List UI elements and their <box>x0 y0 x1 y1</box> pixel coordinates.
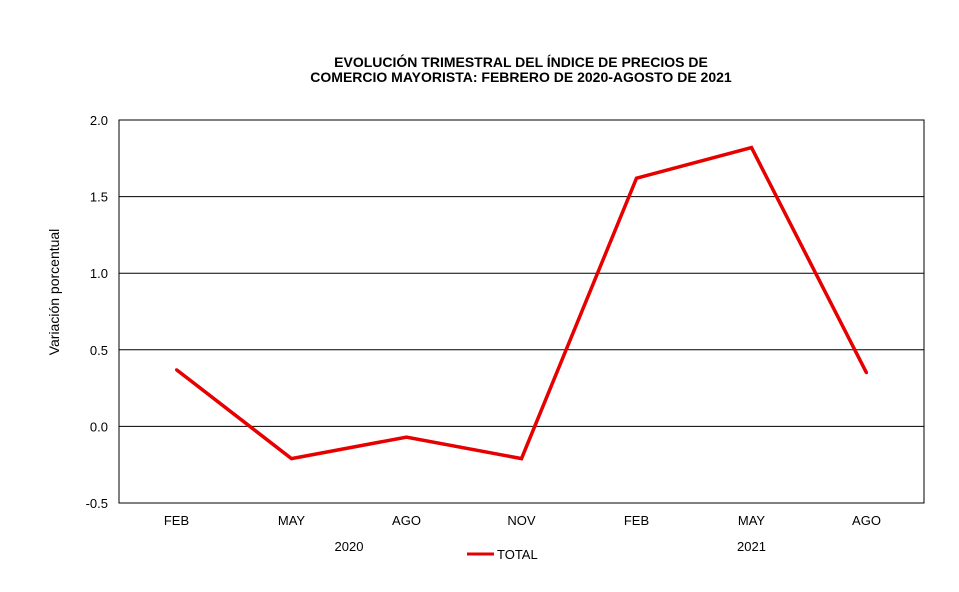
year-label: 2021 <box>737 539 766 554</box>
y-axis-label: Variación porcentual <box>46 229 62 356</box>
data-point <box>750 146 753 150</box>
series-lines <box>175 145 869 461</box>
x-tick-label: FEB <box>164 513 189 528</box>
x-axis-ticks: FEB MAY AGO NOV FEB MAY AGO <box>164 513 881 528</box>
y-tick-label: -0.5 <box>86 496 108 511</box>
x-tick-label: MAY <box>738 513 766 528</box>
x-tick-label: FEB <box>624 513 649 528</box>
y-tick-label: 0.0 <box>90 419 108 434</box>
chart-title: EVOLUCIÓN TRIMESTRAL DEL ÍNDICE DE PRECI… <box>334 53 708 70</box>
x-tick-label: AGO <box>392 513 421 528</box>
data-point <box>865 371 868 375</box>
chart-subtitle: COMERCIO MAYORISTA: FEBRERO DE 2020-AGOS… <box>310 69 732 85</box>
series-line-total <box>175 145 869 461</box>
year-label: 2020 <box>335 539 364 554</box>
plot-area <box>118 119 925 504</box>
data-point <box>175 368 178 372</box>
y-tick-label: 1.0 <box>90 266 108 281</box>
y-tick-label: 2.0 <box>90 113 108 128</box>
data-point <box>290 457 293 461</box>
data-point <box>635 176 638 180</box>
data-point <box>405 435 408 439</box>
legend-label-total: TOTAL <box>497 547 538 562</box>
year-labels: 2020 2021 <box>335 539 766 554</box>
x-tick-label: AGO <box>852 513 881 528</box>
legend: TOTAL <box>467 547 538 562</box>
data-point <box>520 457 523 461</box>
y-axis-ticks: 2.0 1.5 1.0 0.5 0.0 -0.5 <box>86 113 108 511</box>
y-tick-label: 1.5 <box>90 190 108 205</box>
y-tick-label: 0.5 <box>90 343 108 358</box>
x-tick-label: MAY <box>278 513 306 528</box>
x-tick-label: NOV <box>507 513 536 528</box>
grid-lines <box>119 119 924 504</box>
